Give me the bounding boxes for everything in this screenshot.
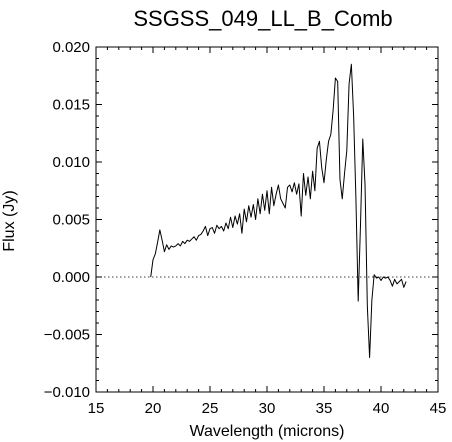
- axis-ticks: [95, 46, 439, 393]
- y-tick-label: −0.005: [44, 327, 90, 344]
- x-tick-label: 40: [373, 400, 390, 417]
- chart-title: SSGSS_049_LL_B_Comb: [133, 6, 392, 31]
- y-tick-label: −0.010: [44, 384, 90, 401]
- x-tick-label: 35: [316, 400, 333, 417]
- y-tick-label: 0.020: [52, 39, 90, 56]
- x-tick-label: 45: [430, 400, 447, 417]
- y-axis-label: Flux (Jy): [1, 190, 18, 251]
- axis-tick-labels: 15 20 25 30 35 40 45 −0.010 −0.005 0.000 0.005 0.01…: [44, 39, 447, 417]
- x-tick-label: 25: [202, 400, 219, 417]
- y-tick-label: 0.015: [52, 97, 90, 114]
- y-tick-label: 0.000: [52, 269, 90, 286]
- x-tick-label: 15: [88, 400, 105, 417]
- plot-frame: [95, 46, 439, 393]
- y-tick-label: 0.005: [52, 212, 90, 229]
- x-axis-label: Wavelength (microns): [189, 423, 344, 440]
- y-tick-label: 0.010: [52, 154, 90, 171]
- x-tick-label: 20: [145, 400, 162, 417]
- x-tick-label: 30: [259, 400, 276, 417]
- spectrum-line: [150, 63, 407, 358]
